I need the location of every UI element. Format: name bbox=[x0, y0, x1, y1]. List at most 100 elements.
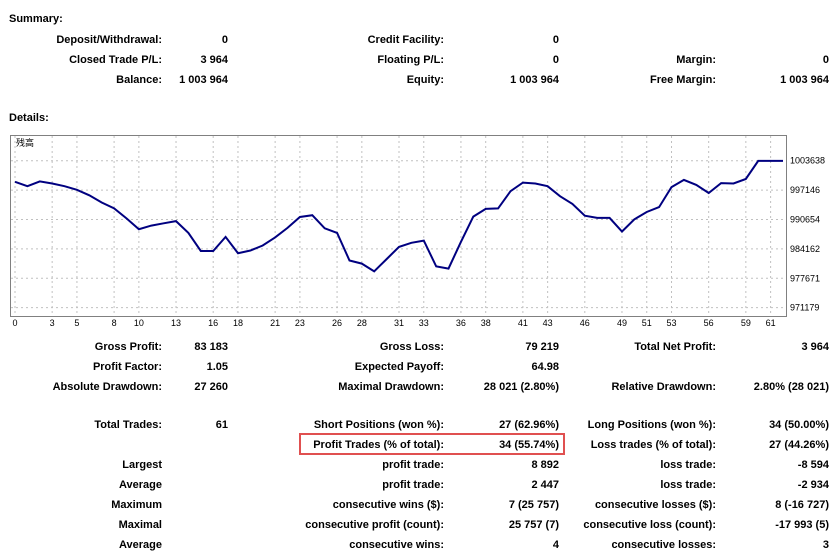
gross-loss-label: Gross Loss: bbox=[379, 341, 444, 353]
avg-cons-losses-label: consecutive losses: bbox=[611, 539, 716, 551]
x-tick-label: 59 bbox=[741, 318, 751, 328]
floating-pl-label: Floating P/L: bbox=[377, 54, 444, 66]
maximal-label: Maximal bbox=[118, 519, 162, 531]
short-positions-value: 27 (62.96%) bbox=[499, 419, 559, 431]
loss-trades-label: Loss trades (% of total): bbox=[590, 439, 716, 451]
maximal-drawdown-value: 28 021 (2.80%) bbox=[483, 381, 559, 393]
y-tick-label: 997146 bbox=[790, 185, 820, 195]
long-positions-value: 34 (50.00%) bbox=[769, 419, 829, 431]
total-net-profit-value: 3 964 bbox=[801, 341, 829, 353]
x-tick-label: 23 bbox=[295, 318, 305, 328]
x-tick-label: 61 bbox=[766, 318, 776, 328]
x-tick-label: 38 bbox=[481, 318, 491, 328]
profit-factor-label: Profit Factor: bbox=[92, 361, 162, 373]
x-tick-label: 53 bbox=[667, 318, 677, 328]
gross-profit-value: 83 183 bbox=[194, 341, 228, 353]
equity-label: Equity: bbox=[406, 74, 444, 86]
x-tick-label: 3 bbox=[50, 318, 55, 328]
y-tick-label: 977671 bbox=[790, 273, 820, 283]
deposit-label: Deposit/Withdrawal: bbox=[56, 34, 162, 46]
maximal-drawdown-label: Maximal Drawdown: bbox=[338, 381, 444, 393]
maximal-cons-loss-label: consecutive loss (count): bbox=[583, 519, 716, 531]
x-tick-label: 43 bbox=[543, 318, 553, 328]
max-cons-wins-value: 7 (25 757) bbox=[508, 499, 559, 511]
largest-loss-label: loss trade: bbox=[660, 459, 716, 471]
total-trades-value: 61 bbox=[215, 419, 228, 431]
x-tick-label: 41 bbox=[518, 318, 528, 328]
x-tick-label: 31 bbox=[394, 318, 404, 328]
floating-pl-value: 0 bbox=[552, 54, 559, 66]
margin-value: 0 bbox=[822, 54, 829, 66]
x-tick-label: 8 bbox=[112, 318, 117, 328]
relative-drawdown-label: Relative Drawdown: bbox=[611, 381, 716, 393]
average-loss-value: -2 934 bbox=[797, 479, 829, 491]
y-tick-label: 971179 bbox=[790, 303, 819, 313]
x-tick-label: 33 bbox=[419, 318, 429, 328]
average-profit-label: profit trade: bbox=[382, 479, 444, 491]
absolute-drawdown-value: 27 260 bbox=[194, 381, 228, 393]
x-tick-label: 36 bbox=[456, 318, 466, 328]
short-positions-label: Short Positions (won %): bbox=[313, 419, 444, 431]
profit-trades-label: Profit Trades (% of total): bbox=[313, 439, 444, 451]
x-tick-label: 5 bbox=[74, 318, 79, 328]
details-title: Details: bbox=[9, 112, 49, 124]
total-trades-label: Total Trades: bbox=[94, 419, 162, 431]
total-net-profit-label: Total Net Profit: bbox=[634, 341, 716, 353]
loss-trades-value: 27 (44.26%) bbox=[769, 439, 829, 451]
credit-label: Credit Facility: bbox=[367, 34, 444, 46]
free-margin-value: 1 003 964 bbox=[780, 74, 829, 86]
equity-value: 1 003 964 bbox=[510, 74, 559, 86]
profit-trades-value: 34 (55.74%) bbox=[499, 439, 559, 451]
largest-label: Largest bbox=[122, 459, 162, 471]
x-tick-label: 18 bbox=[233, 318, 243, 328]
closed-pl-label: Closed Trade P/L: bbox=[69, 54, 162, 66]
balance-value: 1 003 964 bbox=[179, 74, 228, 86]
maximal-cons-loss-value: -17 993 (5) bbox=[775, 519, 829, 531]
average-profit-value: 2 447 bbox=[531, 479, 559, 491]
chart-corner-label: 残高 bbox=[16, 138, 35, 148]
gross-loss-value: 79 219 bbox=[525, 341, 559, 353]
x-tick-label: 56 bbox=[704, 318, 714, 328]
x-tick-label: 21 bbox=[270, 318, 280, 328]
expected-payoff-value: 64.98 bbox=[531, 361, 559, 373]
maximal-cons-profit-label: consecutive profit (count): bbox=[305, 519, 444, 531]
average-label: Average bbox=[118, 479, 162, 491]
x-tick-label: 46 bbox=[580, 318, 590, 328]
summary-title: Summary: bbox=[9, 13, 63, 25]
closed-pl-value: 3 964 bbox=[200, 54, 228, 66]
largest-profit-label: profit trade: bbox=[382, 459, 444, 471]
expected-payoff-label: Expected Payoff: bbox=[354, 361, 444, 373]
max-cons-losses-label: consecutive losses ($): bbox=[594, 499, 716, 511]
largest-profit-value: 8 892 bbox=[531, 459, 559, 471]
avg-cons-wins-value: 4 bbox=[552, 539, 559, 551]
largest-loss-value: -8 594 bbox=[797, 459, 829, 471]
maximum-label: Maximum bbox=[111, 499, 162, 511]
credit-value: 0 bbox=[552, 34, 559, 46]
profit-factor-value: 1.05 bbox=[206, 361, 228, 373]
chart-svg: 1003638 997146 990654 984162 977671 971179 0 3 5… bbox=[11, 136, 825, 328]
balance-label: Balance: bbox=[116, 74, 162, 86]
x-tick-label: 16 bbox=[208, 318, 218, 328]
average-loss-label: loss trade: bbox=[660, 479, 716, 491]
relative-drawdown-value: 2.80% (28 021) bbox=[753, 381, 829, 393]
max-cons-wins-label: consecutive wins ($): bbox=[332, 499, 444, 511]
free-margin-label: Free Margin: bbox=[649, 74, 716, 86]
average2-label: Average bbox=[118, 539, 162, 551]
absolute-drawdown-label: Absolute Drawdown: bbox=[52, 381, 162, 393]
x-tick-label: 49 bbox=[617, 318, 627, 328]
maximal-cons-profit-value: 25 757 (7) bbox=[508, 519, 559, 531]
deposit-value: 0 bbox=[221, 34, 228, 46]
y-tick-label: 990654 bbox=[790, 214, 820, 224]
gross-profit-label: Gross Profit: bbox=[94, 341, 162, 353]
avg-cons-wins-label: consecutive wins: bbox=[349, 539, 444, 551]
balance-series-line bbox=[14, 159, 783, 273]
long-positions-label: Long Positions (won %): bbox=[587, 419, 716, 431]
avg-cons-losses-value: 3 bbox=[822, 539, 829, 551]
x-tick-label: 51 bbox=[642, 318, 652, 328]
x-tick-label: 0 bbox=[12, 318, 17, 328]
y-tick-label: 984162 bbox=[790, 244, 820, 254]
x-tick-label: 28 bbox=[357, 318, 367, 328]
max-cons-losses-value: 8 (-16 727) bbox=[775, 499, 829, 511]
x-tick-label: 10 bbox=[134, 318, 144, 328]
margin-label: Margin: bbox=[676, 54, 716, 66]
